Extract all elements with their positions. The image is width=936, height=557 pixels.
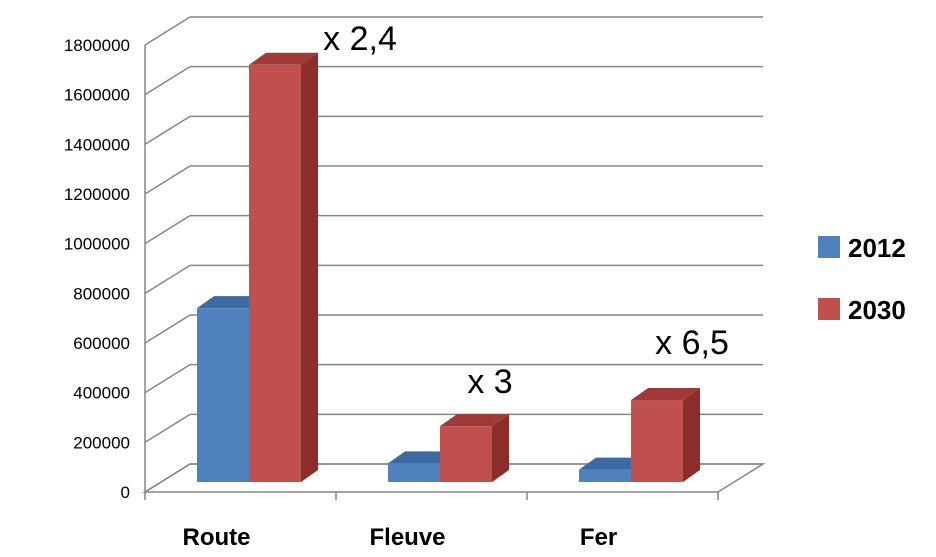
annotation: x 3 [467,363,512,401]
legend-label: 2030 [848,295,906,325]
annotation: x 2,4 [323,20,397,58]
bar-top [249,52,318,65]
y-tick-label: 1200000 [64,185,130,204]
y-tick-label: 200000 [73,433,130,452]
bar-side [492,414,509,482]
y-tick-label: 800000 [73,284,130,303]
y-tick-label: 1600000 [64,86,130,105]
gridline-side [144,413,191,443]
y-tick-label: 400000 [73,384,130,403]
gridline-side [144,314,191,344]
legend-label: 2012 [848,233,906,263]
bar-top [631,388,700,401]
legend-swatch [818,236,840,258]
y-tick-label: 0 [121,483,130,502]
y-tick-label: 1800000 [64,36,130,55]
gridline-side [144,115,191,145]
y-tick-label: 1400000 [64,135,130,154]
bar-top [388,451,457,464]
x-tick-label: Route [183,524,251,551]
bar [197,308,249,482]
bar-top [440,414,509,427]
y-tick-label: 1000000 [64,235,130,254]
y-tick-label: 600000 [73,334,130,353]
bar-side [683,388,700,482]
gridline-side [144,264,191,294]
gridline-side [144,16,191,46]
bar [440,426,492,482]
gridline-side [144,215,191,245]
x-tick-label: Fer [580,524,617,551]
gridline-side [144,66,191,96]
gridline-side [144,165,191,195]
bar [388,463,440,482]
bar-top [579,457,648,470]
bar-side [301,52,318,483]
gridline-side [144,364,191,394]
bar [631,400,683,482]
bar-top [197,296,266,309]
bar [579,469,631,482]
x-tick-label: Fleuve [369,524,445,551]
legend-swatch [818,298,840,320]
bar [249,64,301,483]
annotation: x 6,5 [655,324,729,362]
